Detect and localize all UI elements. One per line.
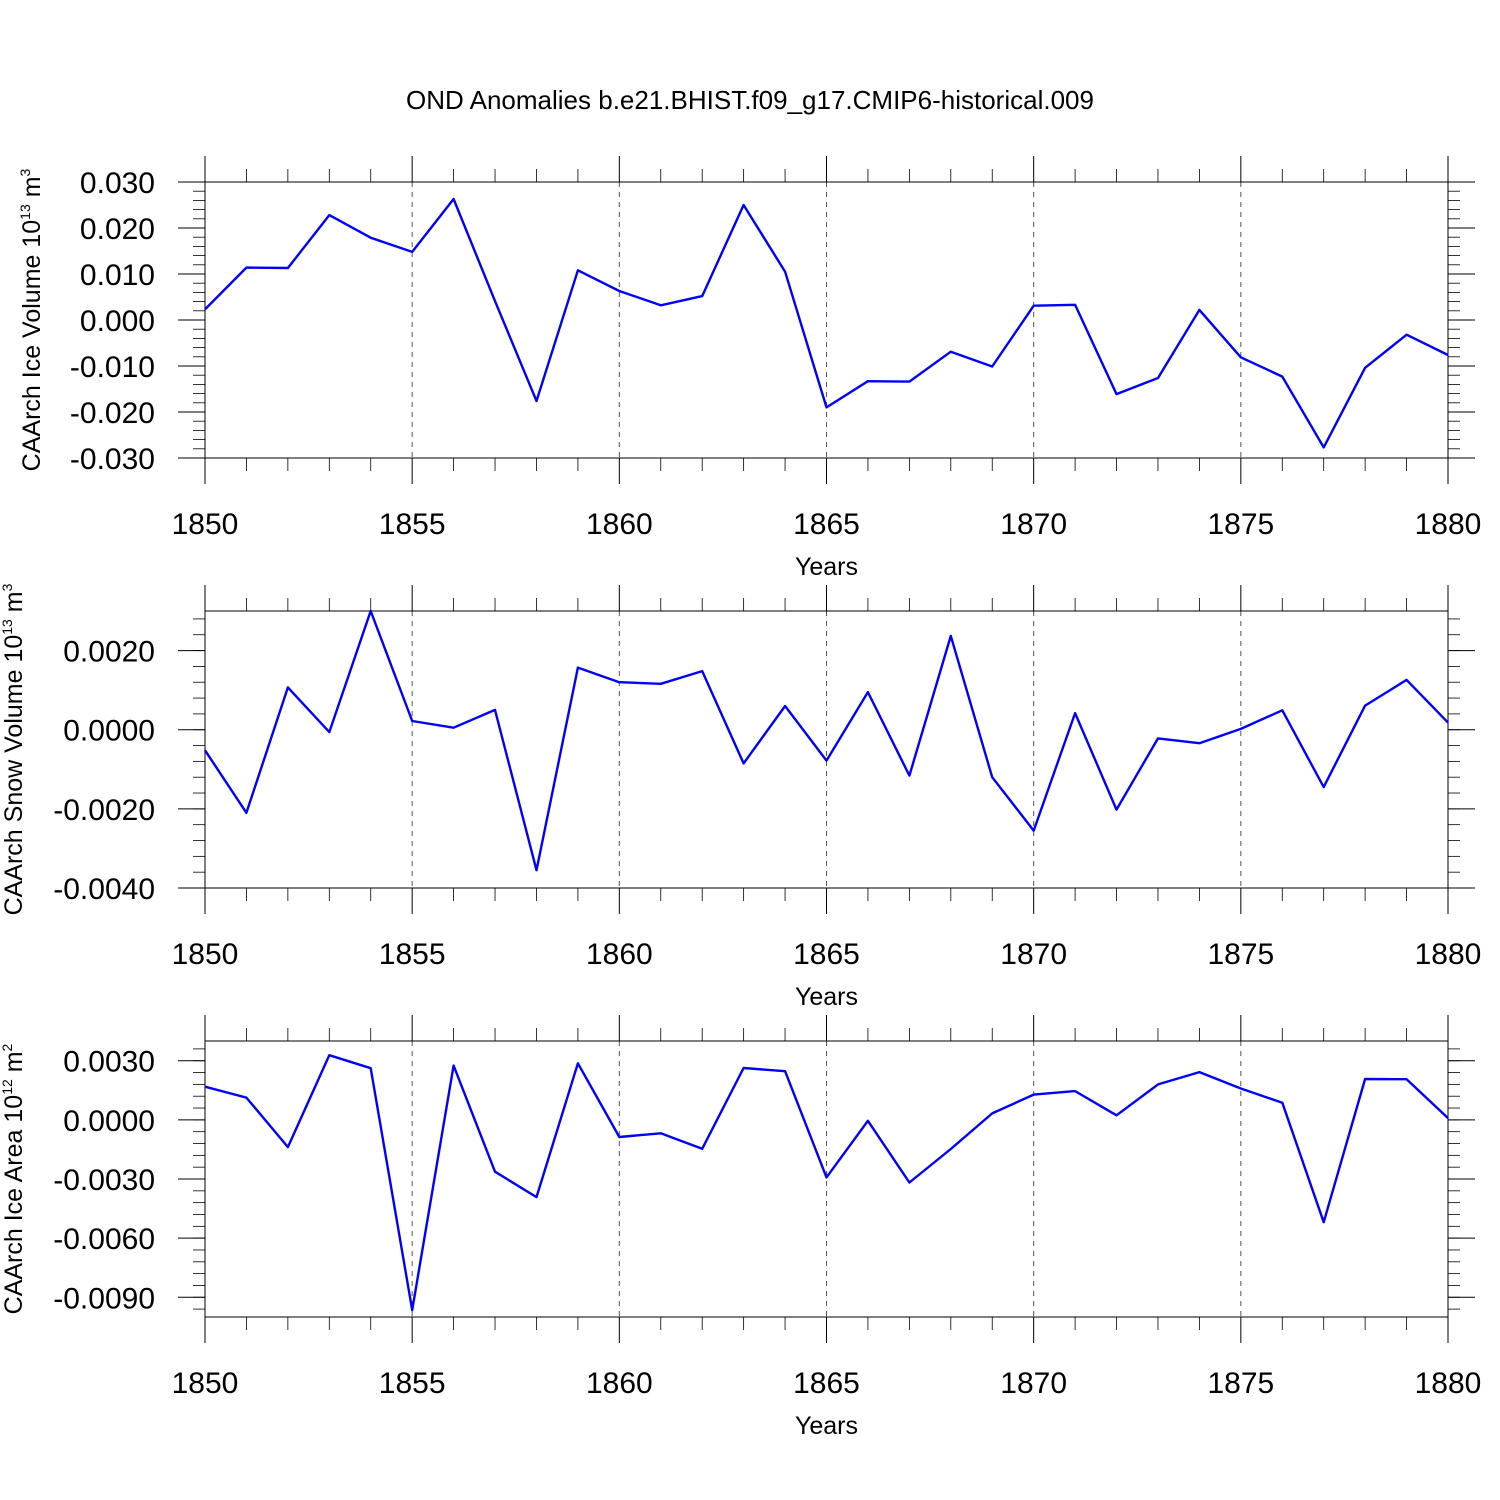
x-tick-label: 1875 bbox=[1207, 508, 1274, 541]
y-tick-label: 0.010 bbox=[80, 259, 155, 292]
x-tick-label: 1850 bbox=[172, 938, 239, 971]
x-tick-label: 1860 bbox=[586, 938, 653, 971]
x-tick-label: 1855 bbox=[379, 938, 446, 971]
y-tick-label: 0.000 bbox=[80, 305, 155, 338]
x-tick-label: 1855 bbox=[379, 508, 446, 541]
y-tick-label: -0.0090 bbox=[53, 1282, 155, 1315]
panel-1: 1850 1855 1860 1865 1870 1875 1880 0.030 0.020 0.… bbox=[17, 156, 1481, 581]
panel-3: 1850 1855 1860 1865 1870 1875 1880 0.0030 0.0000… bbox=[0, 1015, 1481, 1440]
y-axis-title: CAArch Ice Area 1012 m2 bbox=[0, 1043, 28, 1314]
x-axis-title: Years bbox=[795, 1412, 858, 1440]
x-tick-label: 1880 bbox=[1415, 508, 1482, 541]
x-tick-label: 1875 bbox=[1207, 1367, 1274, 1400]
x-tick-label: 1870 bbox=[1000, 508, 1067, 541]
y-tick-label: -0.010 bbox=[70, 351, 155, 384]
y-tick-label: 0.020 bbox=[80, 213, 155, 246]
y-tick-label: 0.0000 bbox=[63, 1105, 155, 1138]
x-axis-title: Years bbox=[795, 983, 858, 1011]
x-tick-label: 1860 bbox=[586, 1367, 653, 1400]
x-tick-label: 1860 bbox=[586, 508, 653, 541]
y-tick-label: -0.0030 bbox=[53, 1164, 155, 1197]
y-tick-label: 0.0000 bbox=[63, 715, 155, 748]
chart-title: OND Anomalies b.e21.BHIST.f09_g17.CMIP6-… bbox=[406, 85, 1094, 115]
y-axis-title: CAArch Snow Volume 1013 m3 bbox=[0, 583, 28, 915]
panel-2: 1850 1855 1860 1865 1870 1875 1880 0.0020 0.0000… bbox=[0, 583, 1481, 1011]
y-tick-label: -0.0060 bbox=[53, 1223, 155, 1256]
x-tick-label: 1870 bbox=[1000, 938, 1067, 971]
x-tick-label: 1870 bbox=[1000, 1367, 1067, 1400]
x-tick-label: 1875 bbox=[1207, 938, 1274, 971]
x-axis-title: Years bbox=[795, 553, 858, 581]
x-tick-label: 1855 bbox=[379, 1367, 446, 1400]
y-tick-label: -0.020 bbox=[70, 397, 155, 430]
x-tick-label: 1865 bbox=[793, 1367, 860, 1400]
x-tick-label: 1865 bbox=[793, 938, 860, 971]
y-tick-label: 0.0020 bbox=[63, 636, 155, 669]
y-tick-label: -0.030 bbox=[70, 443, 155, 476]
y-tick-label: 0.0030 bbox=[63, 1046, 155, 1079]
y-tick-label: 0.030 bbox=[80, 167, 155, 200]
y-tick-label: -0.0020 bbox=[53, 794, 155, 827]
panels: 1850 1855 1860 1865 1870 1875 1880 0.030 0.020 0.… bbox=[0, 156, 1481, 1440]
x-tick-label: 1880 bbox=[1415, 1367, 1482, 1400]
y-tick-label: -0.0040 bbox=[53, 873, 155, 906]
y-axis-title: CAArch Ice Volume 1013 m3 bbox=[17, 168, 46, 471]
x-tick-label: 1850 bbox=[172, 508, 239, 541]
x-tick-label: 1880 bbox=[1415, 938, 1482, 971]
x-tick-label: 1850 bbox=[172, 1367, 239, 1400]
x-tick-label: 1865 bbox=[793, 508, 860, 541]
